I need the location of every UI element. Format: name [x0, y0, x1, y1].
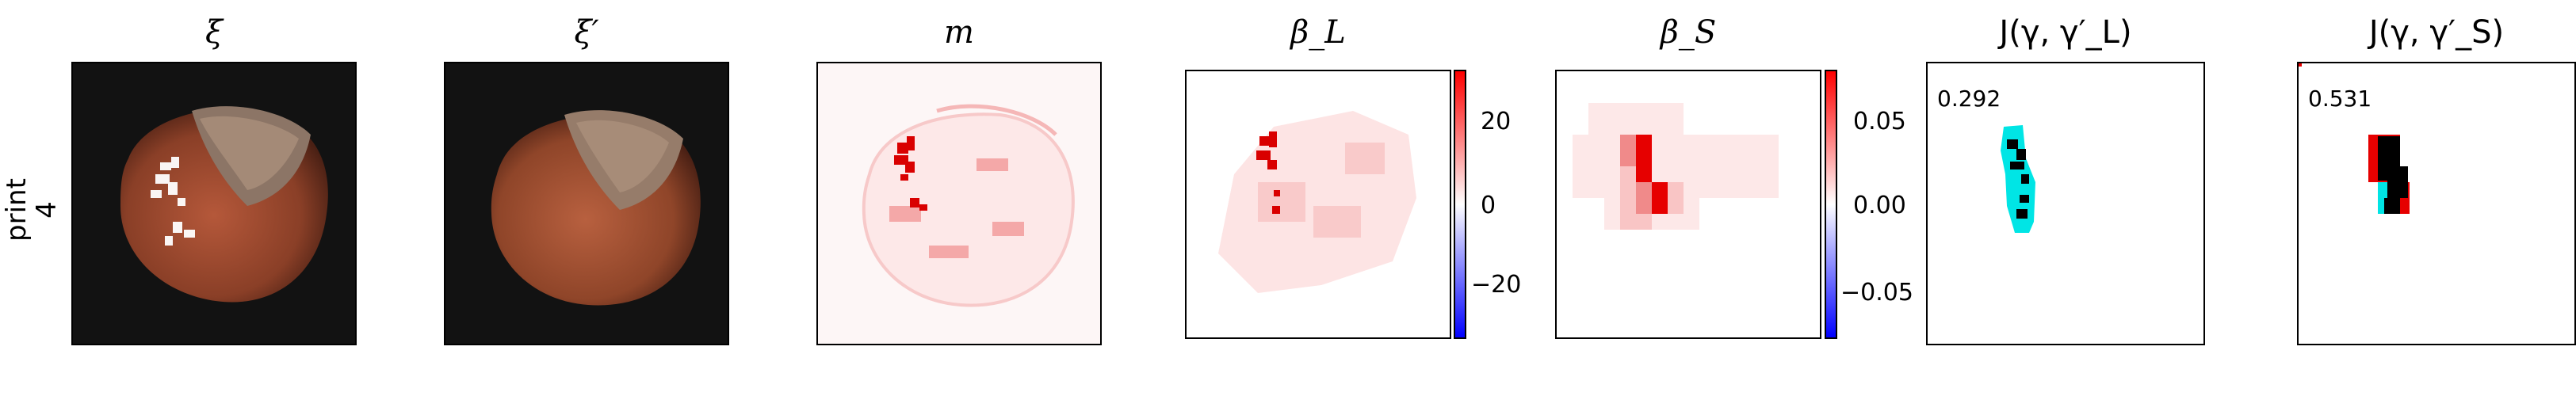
panel-title-j-l: J(γ, γ′_L): [1999, 14, 2132, 51]
row-label-text: print 4: [1, 178, 63, 242]
colorbar-tick: −0.05: [1840, 279, 1913, 307]
colorbar-tick: 0.00: [1853, 192, 1906, 219]
panel-title-m: m: [944, 14, 974, 51]
panel-title-beta-l: β_L: [1290, 14, 1346, 51]
colorbar-tick: 20: [1481, 108, 1512, 135]
overlap-mask-s: [2299, 63, 2410, 214]
beta-l-heatmap: [1218, 111, 1416, 293]
image-j-s: [2297, 62, 2576, 345]
image-xi-prime: [444, 62, 729, 345]
image-m: [816, 62, 1102, 345]
hazelnut-image: [120, 106, 328, 303]
iou-score: 0.292: [1937, 86, 2001, 112]
row-label: print 4: [0, 166, 63, 253]
image-beta-s: [1555, 70, 1821, 339]
image-j-l: [1926, 62, 2205, 345]
image-xi: [71, 62, 357, 345]
panel-title-beta-s: β_S: [1660, 14, 1717, 51]
difference-map: [862, 104, 1075, 307]
colorbar-tick: 0: [1481, 192, 1496, 219]
hazelnut-reconstruction: [491, 110, 701, 306]
colorbar-tick: 0.05: [1853, 108, 1906, 135]
panel-title-j-s: J(γ, γ′_S): [2368, 14, 2505, 51]
panel-title-xi-prime: ξ′: [574, 14, 599, 51]
beta-s-heatmap: [1573, 103, 1779, 230]
panel-title-xi: ξ: [204, 14, 224, 51]
colorbar-beta-s: [1825, 70, 1837, 339]
iou-score: 0.531: [2308, 86, 2372, 112]
colorbar-tick: −20: [1471, 271, 1522, 299]
colorbar-beta-l: [1454, 70, 1466, 339]
overlap-mask-l: [2001, 125, 2035, 233]
image-beta-l: [1185, 70, 1451, 339]
